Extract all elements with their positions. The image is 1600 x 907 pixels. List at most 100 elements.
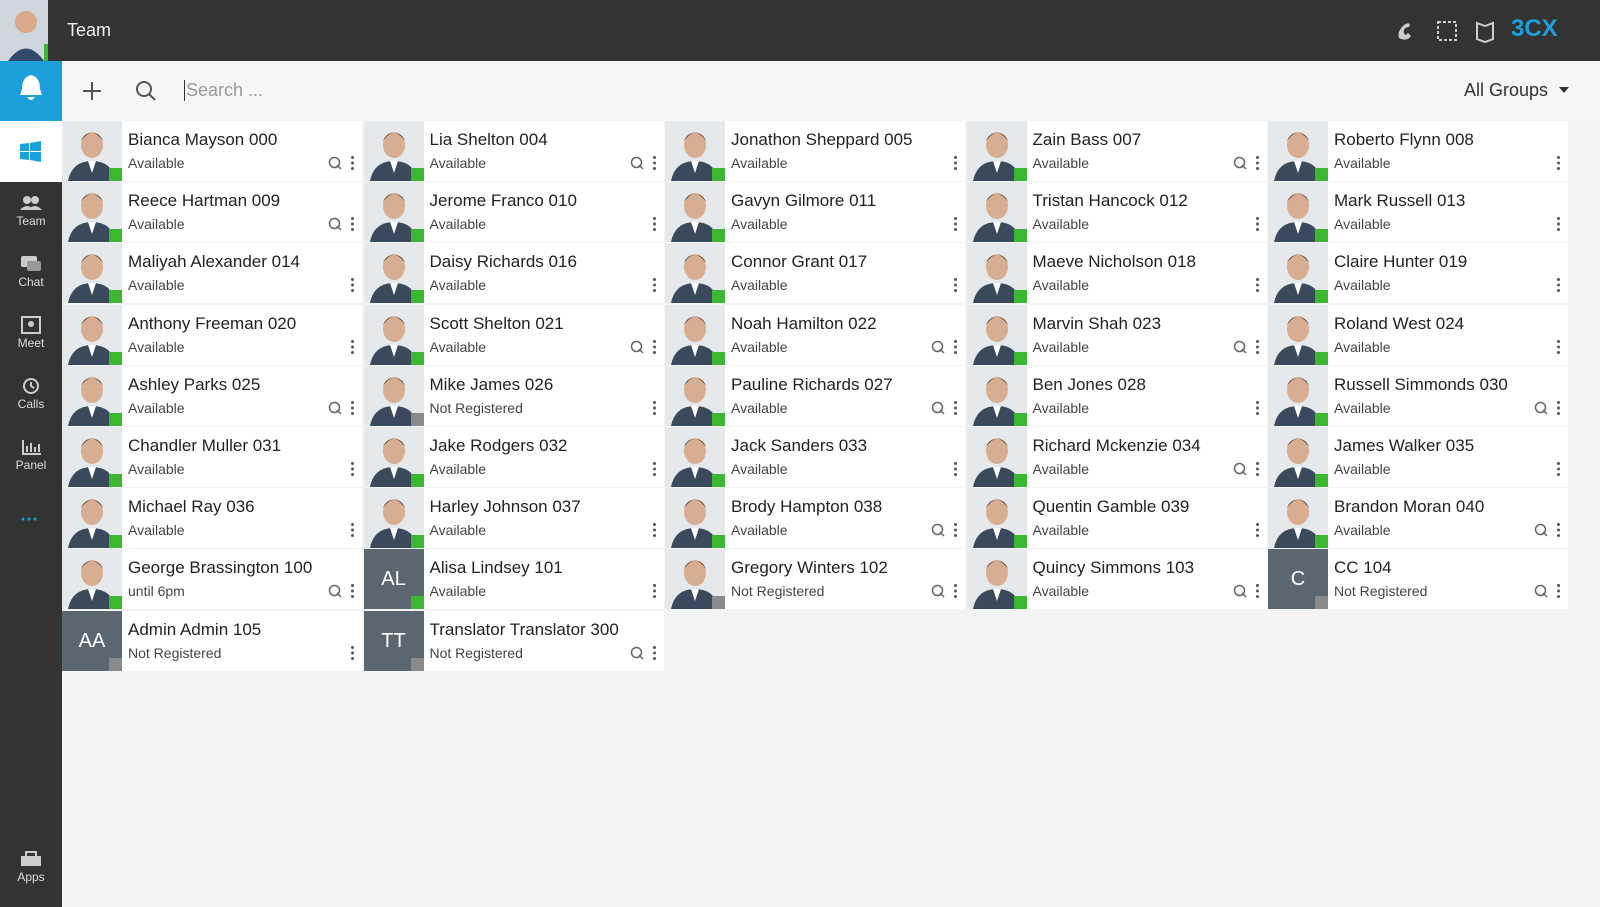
brand-logo[interactable]: 3CX: [1511, 15, 1558, 42]
more-menu[interactable]: [652, 584, 656, 603]
more-menu[interactable]: [351, 645, 354, 665]
more-menu[interactable]: [1557, 217, 1560, 236]
contact-card[interactable]: Pauline Richards 027 Available: [665, 365, 965, 426]
more-menu[interactable]: [351, 278, 354, 297]
sidebar-apps[interactable]: Apps: [0, 838, 62, 899]
contact-card[interactable]: AL Alisa Lindsey 101 Available: [363, 549, 664, 610]
more-menu[interactable]: [1255, 584, 1259, 603]
more-menu[interactable]: [351, 156, 354, 175]
contact-card[interactable]: George Brassington 100 until 6pm: [62, 549, 362, 610]
more-menu[interactable]: [1557, 156, 1560, 175]
user-avatar[interactable]: [0, 0, 48, 61]
contact-card[interactable]: Russell Simmonds 030 Available: [1268, 365, 1568, 426]
more-menu[interactable]: [351, 339, 354, 359]
sidebar-item[interactable]: Calls: [0, 365, 62, 426]
contact-card[interactable]: Jake Rodgers 032 Available: [363, 427, 664, 487]
more-menu[interactable]: [652, 278, 656, 297]
more-menu[interactable]: [652, 339, 656, 359]
more-menu[interactable]: [1255, 339, 1259, 359]
contact-card[interactable]: Maeve Nicholson 018 Available: [966, 243, 1267, 304]
more-menu[interactable]: [351, 462, 354, 481]
contact-card[interactable]: Mark Russell 013 Available: [1268, 182, 1568, 243]
contact-card[interactable]: Chandler Muller 031 Available: [62, 427, 362, 487]
sidebar-item[interactable]: Meet: [0, 304, 62, 365]
more-menu[interactable]: [351, 584, 354, 603]
more-menu[interactable]: [652, 462, 656, 481]
contact-card[interactable]: Reece Hartman 009 Available: [62, 182, 362, 243]
more-menu[interactable]: [954, 400, 957, 420]
queue-icon[interactable]: [1233, 156, 1247, 175]
more-menu[interactable]: [1557, 523, 1560, 542]
more-menu[interactable]: [1255, 156, 1259, 175]
sidebar-item[interactable]: Panel: [0, 426, 62, 487]
sidebar-item[interactable]: Chat: [0, 243, 62, 304]
add-button[interactable]: [80, 79, 104, 103]
contact-card[interactable]: AA Admin Admin 105 Not Registered: [62, 610, 362, 671]
more-menu[interactable]: [954, 523, 957, 542]
contact-card[interactable]: Marvin Shah 023 Available: [966, 304, 1267, 365]
contact-card[interactable]: Ashley Parks 025 Available: [62, 365, 362, 426]
contact-card[interactable]: Brandon Moran 040 Available: [1268, 488, 1568, 549]
queue-icon[interactable]: [1534, 584, 1548, 603]
queue-icon[interactable]: [1534, 401, 1548, 420]
queue-icon[interactable]: [328, 217, 342, 236]
more[interactable]: ⋯: [20, 509, 38, 529]
contact-card[interactable]: Roberto Flynn 008 Available: [1268, 121, 1568, 181]
search-input[interactable]: Search ...: [184, 80, 264, 101]
contact-card[interactable]: Jerome Franco 010 Available: [363, 182, 664, 243]
more-menu[interactable]: [652, 400, 656, 420]
more-menu[interactable]: [954, 278, 957, 297]
more-menu[interactable]: [351, 400, 354, 420]
more-menu[interactable]: [1255, 523, 1259, 542]
contact-card[interactable]: Lia Shelton 004 Available: [363, 121, 664, 181]
contact-card[interactable]: Connor Grant 017 Available: [665, 243, 965, 304]
groups-dropdown[interactable]: All Groups: [1463, 80, 1548, 100]
contact-card[interactable]: James Walker 035 Available: [1268, 427, 1568, 487]
queue-icon[interactable]: [1233, 340, 1247, 359]
contact-card[interactable]: Brody Hampton 038 Available: [665, 488, 965, 549]
more-menu[interactable]: [954, 339, 957, 359]
contact-card[interactable]: Gavyn Gilmore 011 Available: [665, 182, 965, 243]
more-menu[interactable]: [1557, 462, 1560, 481]
queue-icon[interactable]: [630, 646, 644, 665]
contact-card[interactable]: C CC 104 Not Registered: [1268, 549, 1568, 610]
more-menu[interactable]: [1557, 339, 1560, 359]
queue-icon[interactable]: [931, 340, 945, 359]
more-menu[interactable]: [351, 217, 354, 236]
contact-card[interactable]: Michael Ray 036 Available: [62, 488, 362, 549]
contact-card[interactable]: TT Translator Translator 300 Not Registere…: [363, 610, 664, 671]
more-menu[interactable]: [652, 645, 656, 665]
notifications[interactable]: [0, 61, 62, 122]
contact-card[interactable]: Ben Jones 028 Available: [966, 365, 1267, 426]
more-menu[interactable]: [1557, 584, 1560, 603]
contact-card[interactable]: Daisy Richards 016 Available: [363, 243, 664, 304]
queue-icon[interactable]: [630, 340, 644, 359]
queue-icon[interactable]: [1233, 584, 1247, 603]
queue-icon[interactable]: [1534, 523, 1548, 542]
contact-card[interactable]: Anthony Freeman 020 Available: [62, 304, 362, 365]
contact-card[interactable]: Quentin Gamble 039 Available: [966, 488, 1267, 549]
more-menu[interactable]: [954, 217, 957, 236]
more-menu[interactable]: [1255, 400, 1259, 420]
queue-icon[interactable]: [630, 156, 644, 175]
more-menu[interactable]: [652, 156, 656, 175]
more-menu[interactable]: [1557, 400, 1560, 420]
contact-card[interactable]: Claire Hunter 019 Available: [1268, 243, 1568, 304]
contact-card[interactable]: Jack Sanders 033 Available: [665, 427, 965, 487]
more-menu[interactable]: [954, 462, 957, 481]
contact-card[interactable]: Roland West 024 Available: [1268, 304, 1568, 365]
queue-icon[interactable]: [1233, 462, 1247, 481]
queue-icon[interactable]: [328, 401, 342, 420]
more-menu[interactable]: [954, 156, 957, 175]
sidebar-item[interactable]: Team: [0, 182, 62, 243]
contact-card[interactable]: Quincy Simmons 103 Available: [966, 549, 1267, 610]
windows[interactable]: [0, 121, 62, 182]
contact-card[interactable]: Jonathon Sheppard 005 Available: [665, 121, 965, 181]
more-menu[interactable]: [652, 217, 656, 236]
more-menu[interactable]: [1255, 462, 1259, 481]
queue-icon[interactable]: [328, 584, 342, 603]
contact-card[interactable]: Gregory Winters 102 Not Registered: [665, 549, 965, 610]
queue-icon[interactable]: [931, 584, 945, 603]
contact-card[interactable]: Maliyah Alexander 014 Available: [62, 243, 362, 304]
contact-card[interactable]: Noah Hamilton 022 Available: [665, 304, 965, 365]
